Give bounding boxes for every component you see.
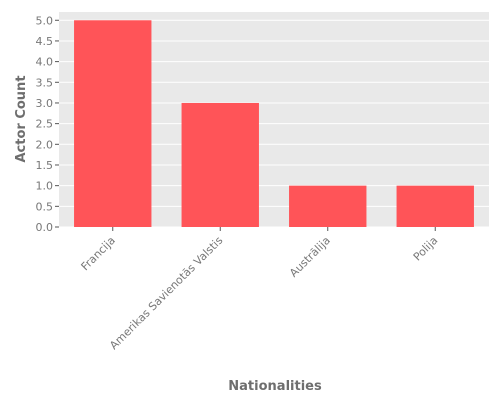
y-tick-label: 0.0	[36, 221, 54, 234]
x-tick-label: Amerikas Savienotās Valstis	[107, 234, 225, 352]
y-axis-title: Actor Count	[14, 75, 29, 162]
y-tick-label: 2.5	[36, 118, 54, 131]
y-axis-ticks: 0.0 0.5 1.0 1.5 2.0 2.5 3.0 3.5 4.0 4.5 5.0	[36, 14, 59, 234]
y-tick-label: 1.5	[36, 159, 54, 172]
y-tick-label: 4.5	[36, 35, 54, 48]
y-tick-label: 3.0	[36, 97, 54, 110]
bar	[289, 185, 367, 227]
y-tick-label: 5.0	[36, 14, 54, 27]
bars	[74, 20, 474, 228]
x-axis-title: Nationalities	[228, 379, 322, 394]
y-tick-label: 1.0	[36, 180, 54, 193]
bar	[181, 102, 259, 227]
bar	[396, 185, 474, 227]
y-tick-label: 2.0	[36, 138, 54, 151]
x-tick-label: Austrālija	[287, 234, 333, 280]
y-tick-label: 4.0	[36, 56, 54, 69]
y-tick-label: 0.5	[36, 200, 54, 213]
bar	[74, 20, 152, 228]
x-tick-label: Francija	[79, 234, 118, 273]
x-tick-label: Polija	[411, 234, 441, 264]
y-tick-label: 3.5	[36, 76, 54, 89]
